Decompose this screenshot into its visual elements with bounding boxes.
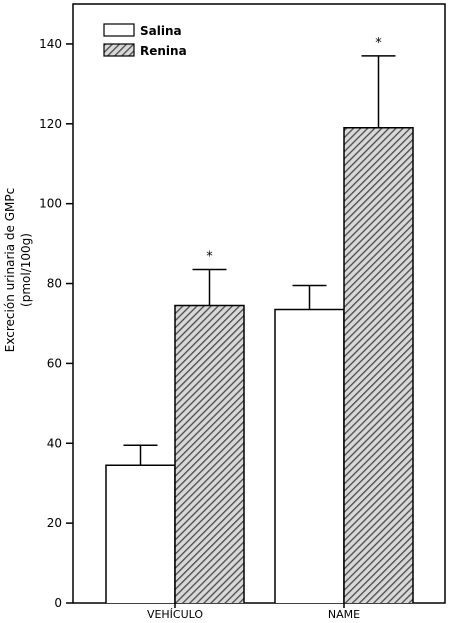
y-tick-label: 140 [39,37,62,51]
y-tick-label: 120 [39,117,62,131]
x-category-label: NAME [328,608,360,621]
y-tick-label: 80 [47,277,62,291]
legend: Salina Renina [103,23,187,58]
y-axis-label-line1: Excreción urinaria de GMPc [3,188,17,352]
legend-label-renina: Renina [140,44,187,58]
y-tick-label: 20 [47,516,62,530]
y-tick-label: 0 [54,596,62,610]
plot-frame [72,3,446,604]
y-tick-label: 100 [39,197,62,211]
y-axis: 0 20 40 60 80 100 120 140 [39,37,73,610]
significance-marker: * [206,250,213,265]
bar-salina-1 [275,309,344,603]
bar-outline [174,304,245,603]
y-axis-label-line2: (pmol/100g) [19,233,33,307]
bar-renina-0 [175,305,244,603]
legend-swatch-salina [103,23,135,37]
bar-outline [343,127,414,603]
significance-marker: * [375,36,382,51]
y-tick-label: 60 [47,356,62,370]
bar-renina-1 [344,127,413,603]
x-category-label: VEHÍCULO [147,608,203,621]
bars: ** [105,36,414,603]
bar-salina-0 [106,465,175,603]
x-axis-labels: VEHÍCULO NAME [147,603,360,621]
y-tick-label: 40 [47,436,62,450]
legend-label-salina: Salina [140,24,182,38]
legend-swatch-renina [103,43,135,57]
